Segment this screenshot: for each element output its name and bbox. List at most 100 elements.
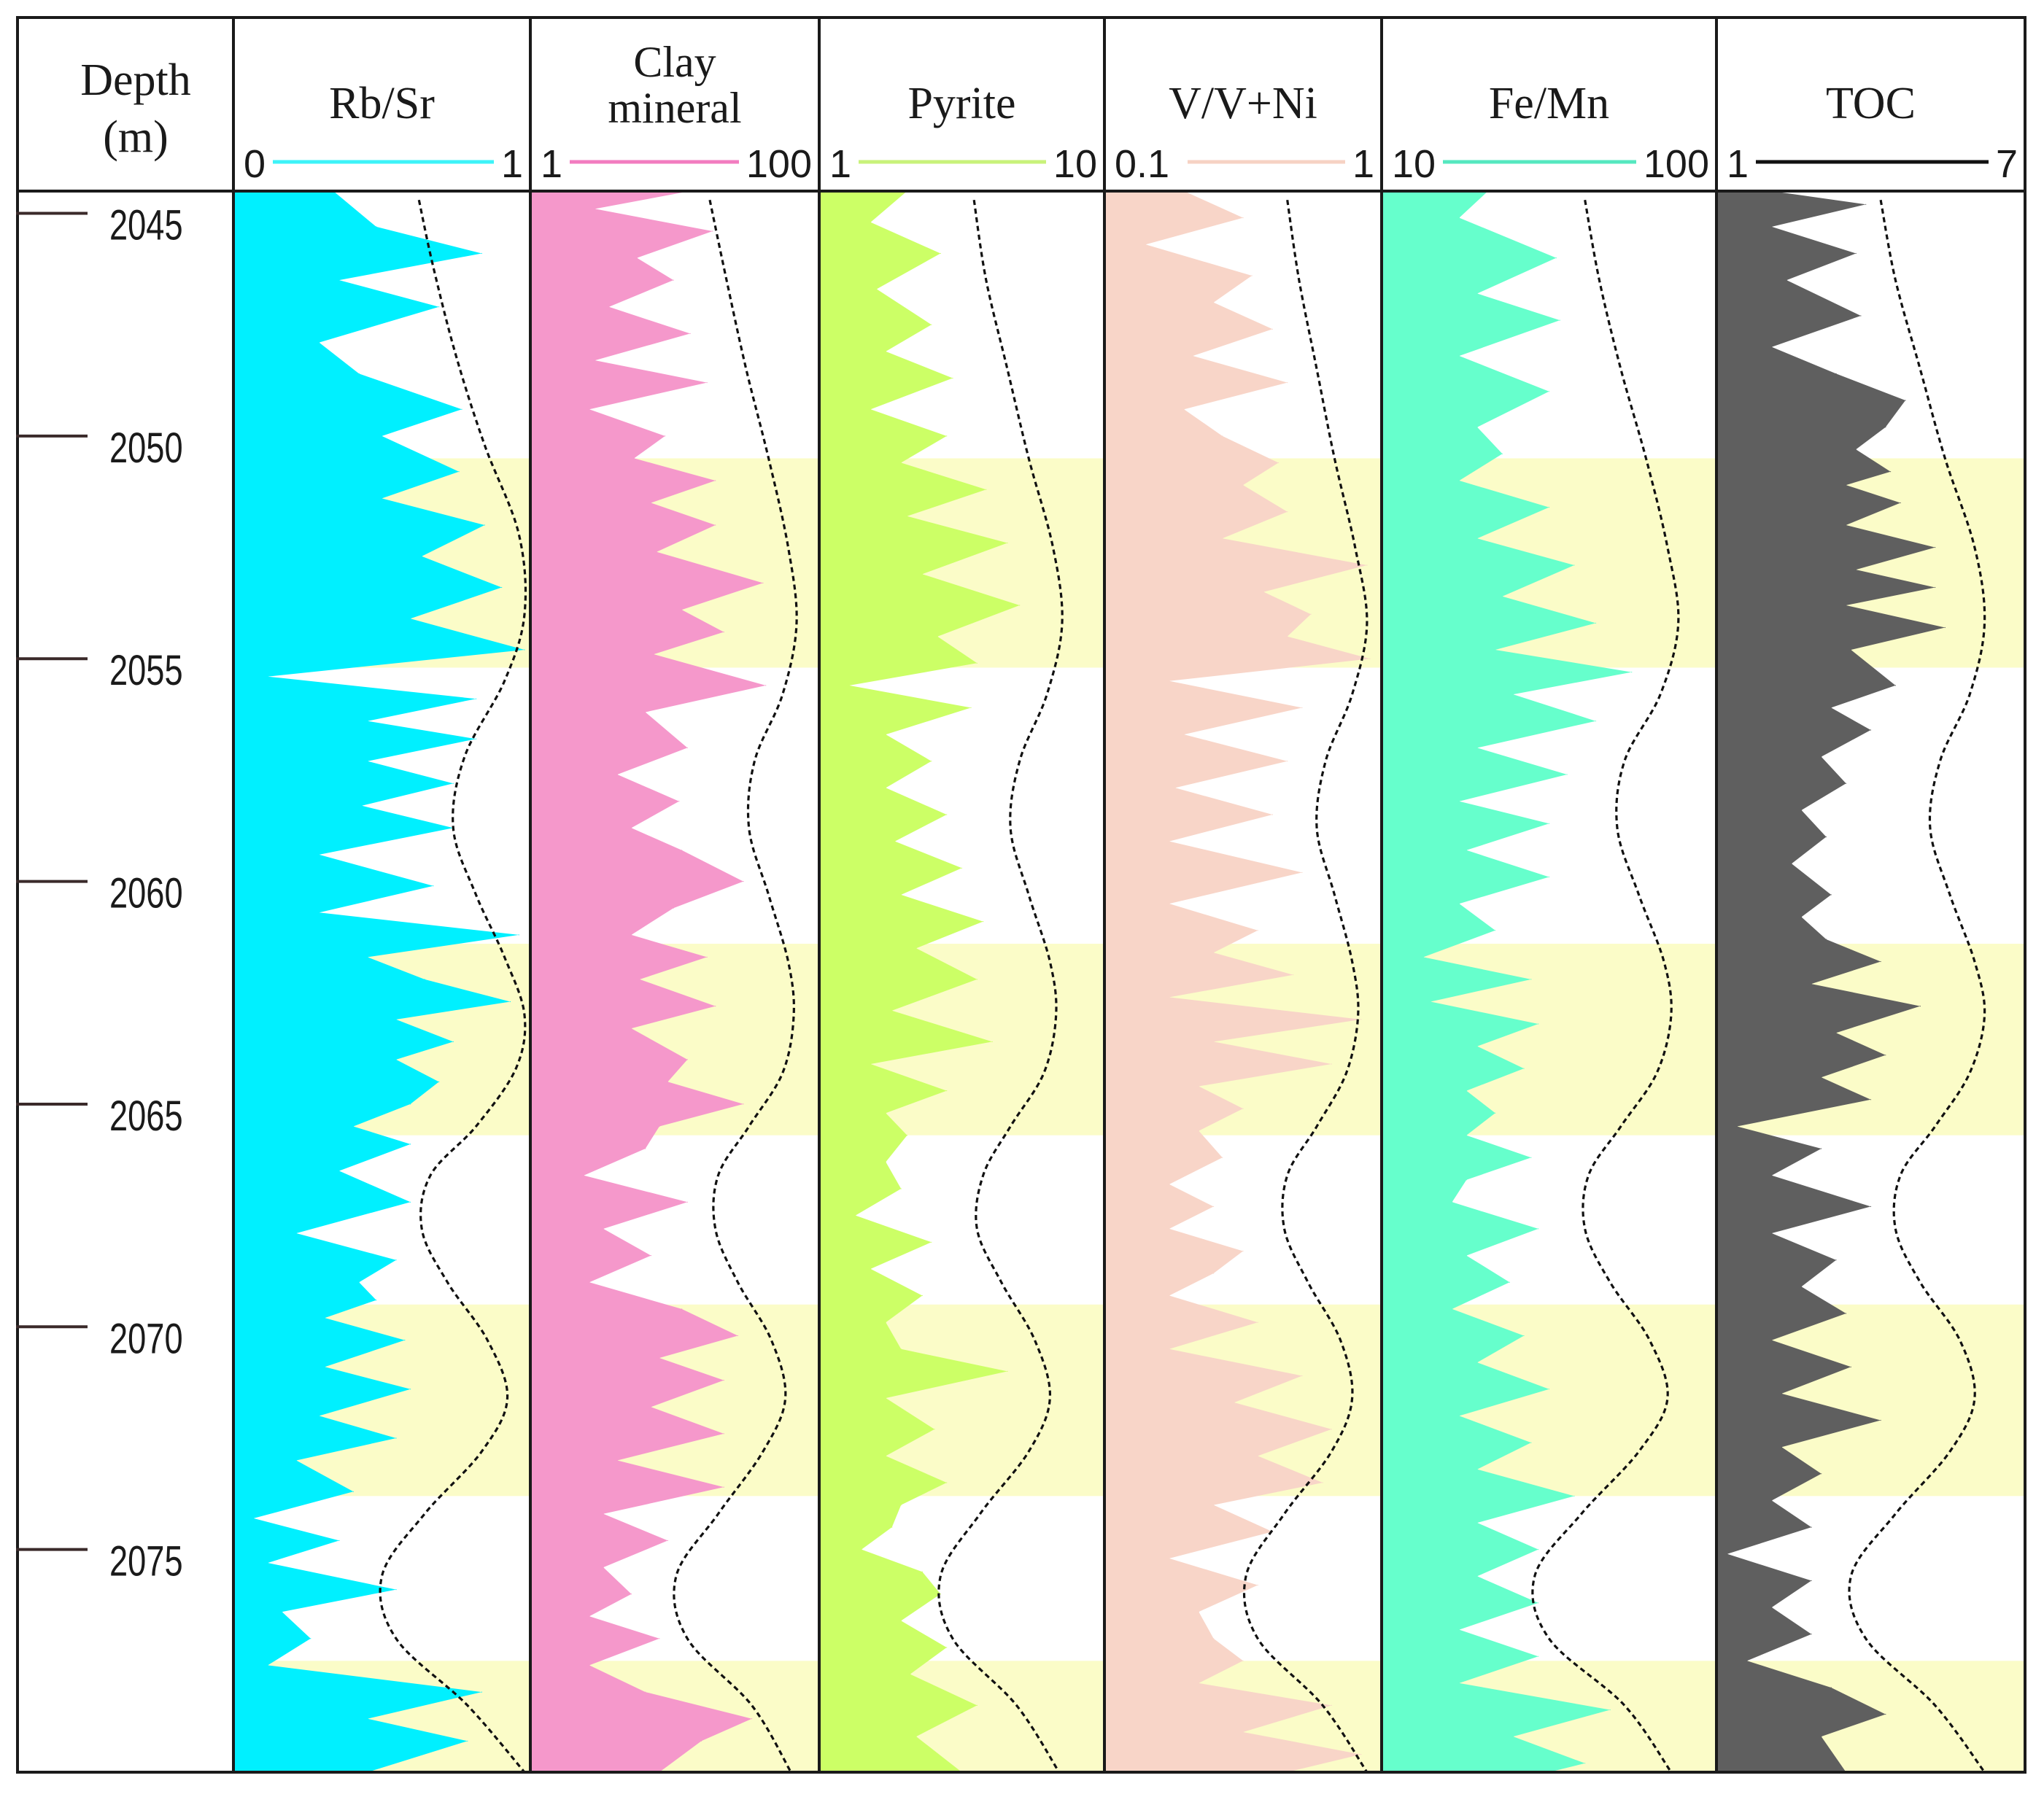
rbsr-point-26 bbox=[318, 912, 320, 913]
clay-point-41 bbox=[603, 1228, 604, 1230]
rbsr-point-3 bbox=[338, 279, 340, 281]
toc-point-42 bbox=[1870, 1206, 1872, 1207]
pyrite-point-30 bbox=[991, 1041, 993, 1042]
clay-point-21 bbox=[645, 711, 646, 713]
track-toc bbox=[1716, 191, 1986, 1772]
rbsr-point-42 bbox=[358, 1281, 360, 1283]
rbsr-point-50 bbox=[295, 1459, 297, 1462]
vvni-point-7 bbox=[1287, 382, 1288, 384]
femn-point-58 bbox=[1512, 1736, 1514, 1737]
vvni-point-20 bbox=[1301, 707, 1303, 709]
clay-point-54 bbox=[603, 1567, 604, 1568]
pyrite-point-22 bbox=[946, 814, 948, 815]
vvni-point-47 bbox=[1301, 1375, 1303, 1377]
track-pyrite bbox=[819, 191, 1064, 1772]
header-pyrite: Pyrite 1 10 bbox=[829, 79, 1097, 186]
toc-point-49 bbox=[1781, 1393, 1782, 1394]
clay-point-6 bbox=[689, 333, 691, 334]
clay-point-28 bbox=[673, 907, 674, 909]
pyrite-point-9 bbox=[900, 462, 902, 464]
pyrite-point-50 bbox=[861, 1549, 862, 1550]
vvni-point-32 bbox=[1360, 1019, 1362, 1020]
vvni-scale-max: 1 bbox=[1352, 142, 1374, 186]
femn-point-41 bbox=[1509, 1281, 1510, 1283]
vvni-point-40 bbox=[1213, 1206, 1215, 1207]
pyrite-point-29 bbox=[891, 1010, 893, 1012]
pyrite-point-42 bbox=[900, 1348, 902, 1350]
femn-point-27 bbox=[1422, 956, 1424, 958]
pyrite-point-39 bbox=[870, 1268, 872, 1270]
femn-point-44 bbox=[1476, 1362, 1478, 1363]
femn-point-20 bbox=[1566, 774, 1568, 775]
pyrite-point-49 bbox=[891, 1526, 893, 1528]
depth-label-2050: 2050 bbox=[109, 425, 183, 473]
toc-scale-max: 7 bbox=[1996, 142, 2018, 186]
pyrite-point-24 bbox=[961, 867, 963, 869]
pyrite-point-57 bbox=[915, 1736, 917, 1737]
toc-point-13 bbox=[1900, 502, 1901, 504]
femn-point-33 bbox=[1466, 1090, 1467, 1092]
rbsr-point-11 bbox=[484, 524, 485, 526]
vvni-point-3 bbox=[1251, 275, 1253, 276]
femn-point-1 bbox=[1458, 217, 1460, 219]
outer-frame bbox=[16, 16, 2026, 1774]
pyrite-point-25 bbox=[900, 894, 902, 896]
clay-scale-max: 100 bbox=[746, 142, 812, 186]
clay-point-53 bbox=[667, 1540, 669, 1541]
femn-point-12 bbox=[1573, 564, 1575, 566]
clay-point-8 bbox=[706, 382, 708, 384]
vvni-point-4 bbox=[1213, 302, 1215, 303]
vvni-point-38 bbox=[1222, 1157, 1223, 1158]
vvni-point-17 bbox=[1287, 636, 1288, 637]
rbsr-point-59 bbox=[481, 1691, 482, 1693]
toc-point-39 bbox=[1736, 1125, 1738, 1127]
rbsr-point-6 bbox=[358, 373, 360, 374]
depth-label-2075: 2075 bbox=[109, 1538, 183, 1585]
clay-title-line2: mineral bbox=[608, 84, 741, 132]
toc-point-5 bbox=[1860, 315, 1862, 317]
clay-point-40 bbox=[686, 1201, 688, 1203]
pyrite-point-37 bbox=[855, 1215, 856, 1216]
rbsr-point-21 bbox=[452, 783, 454, 784]
pyrite-point-15 bbox=[937, 636, 938, 637]
clay-point-5 bbox=[608, 306, 610, 308]
pyrite-point-23 bbox=[894, 841, 896, 842]
pyrite-point-31 bbox=[870, 1063, 872, 1065]
femn-title: Fe/Mn bbox=[1489, 79, 1609, 128]
toc-title: TOC bbox=[1826, 79, 1916, 128]
toc-point-54 bbox=[1811, 1526, 1812, 1528]
rbsr-point-57 bbox=[310, 1638, 311, 1639]
clay-point-59 bbox=[645, 1691, 646, 1693]
clay-point-2 bbox=[712, 230, 713, 232]
toc-point-19 bbox=[1944, 626, 1946, 629]
pyrite-point-18 bbox=[970, 707, 972, 709]
vvni-point-62 bbox=[1360, 1754, 1362, 1755]
rbsr-title: Rb/Sr bbox=[329, 79, 435, 128]
femn-point-35 bbox=[1466, 1135, 1467, 1136]
toc-point-23 bbox=[1870, 729, 1872, 731]
depth-unit: (m) bbox=[103, 112, 169, 162]
header-vvni: V/V+Ni0.1 1 bbox=[1115, 79, 1374, 186]
toc-point-38 bbox=[1870, 1099, 1872, 1101]
rbsr-point-5 bbox=[318, 342, 320, 343]
vvni-profile-area bbox=[1104, 191, 1370, 1772]
toc-point-56 bbox=[1811, 1580, 1812, 1581]
pyrite-point-16 bbox=[976, 662, 978, 664]
vvni-point-12 bbox=[1287, 511, 1288, 513]
pyrite-scale-max: 10 bbox=[1053, 142, 1097, 186]
rbsr-point-32 bbox=[452, 1041, 454, 1042]
clay-trend-line bbox=[673, 199, 798, 1772]
header-femn: Fe/Mn 10 100 bbox=[1392, 79, 1709, 186]
toc-point-28 bbox=[1791, 863, 1792, 864]
depth-axis: Depth (m) 2045 2050 2055 2060 2065 2070 2075 bbox=[16, 55, 191, 1585]
toc-point-7 bbox=[1835, 373, 1837, 374]
clay-point-61 bbox=[700, 1740, 702, 1742]
toc-scale-min: 1 bbox=[1727, 142, 1749, 186]
clay-profile-area bbox=[530, 191, 766, 1772]
vvni-point-15 bbox=[1263, 591, 1264, 593]
depth-label-2070: 2070 bbox=[109, 1316, 183, 1363]
